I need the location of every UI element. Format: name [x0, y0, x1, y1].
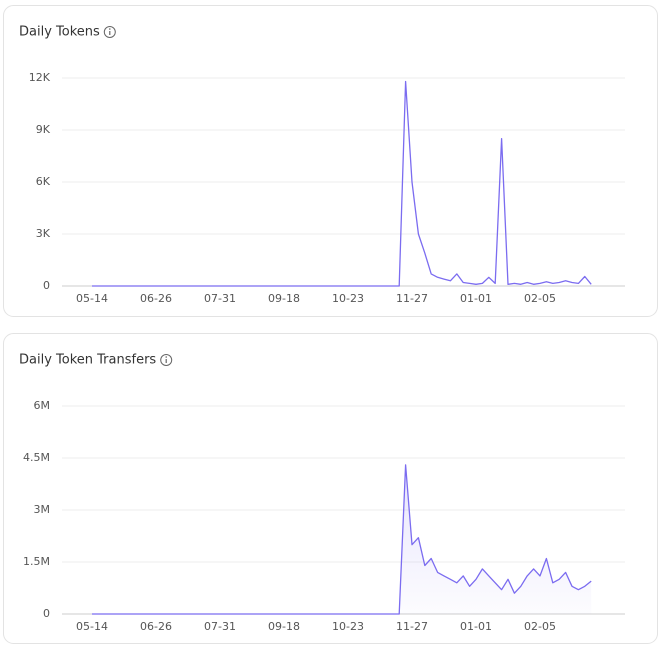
line	[92, 464, 592, 615]
y-tick-label: 3M	[34, 503, 51, 516]
card	[3, 5, 658, 317]
chart-title: Daily Token Transfers	[19, 353, 156, 368]
chart-title: Daily Tokens	[19, 25, 100, 40]
card	[3, 333, 658, 644]
x-tick-label: 10-23	[332, 292, 364, 305]
area	[92, 464, 592, 614]
x-tick-label: 07-31	[204, 292, 236, 305]
x-tick-label: 06-26	[140, 620, 172, 633]
x-tick-label: 05-14	[76, 620, 108, 633]
y-tick-label: 4.5M	[23, 451, 50, 464]
info-icon	[165, 356, 168, 358]
y-tick-label: 0	[43, 279, 50, 292]
info-icon	[160, 354, 173, 366]
x-tick-label: 01-01	[460, 292, 492, 305]
y-tick-label: 12K	[29, 71, 51, 84]
y-tick-label: 3K	[36, 227, 51, 240]
x-tick-label: 10-23	[332, 620, 364, 633]
x-tick-label: 02-05	[524, 292, 556, 305]
y-tick-label: 6M	[34, 399, 51, 412]
x-tick-label: 05-14	[76, 292, 108, 305]
x-tick-label: 06-26	[140, 292, 172, 305]
info-icon	[103, 26, 116, 38]
y-tick-label: 1.5M	[23, 555, 50, 568]
info-icon	[108, 28, 111, 30]
x-tick-label: 01-01	[460, 620, 492, 633]
line	[92, 80, 592, 287]
x-tick-label: 11-27	[396, 292, 428, 305]
y-tick-label: 9K	[36, 123, 51, 136]
x-tick-label: 09-18	[268, 620, 300, 633]
y-tick-label: 6K	[36, 175, 51, 188]
x-tick-label: 02-05	[524, 620, 556, 633]
x-tick-label: 09-18	[268, 292, 300, 305]
x-tick-label: 07-31	[204, 620, 236, 633]
x-tick-label: 11-27	[396, 620, 428, 633]
y-tick-label: 0	[43, 607, 50, 620]
